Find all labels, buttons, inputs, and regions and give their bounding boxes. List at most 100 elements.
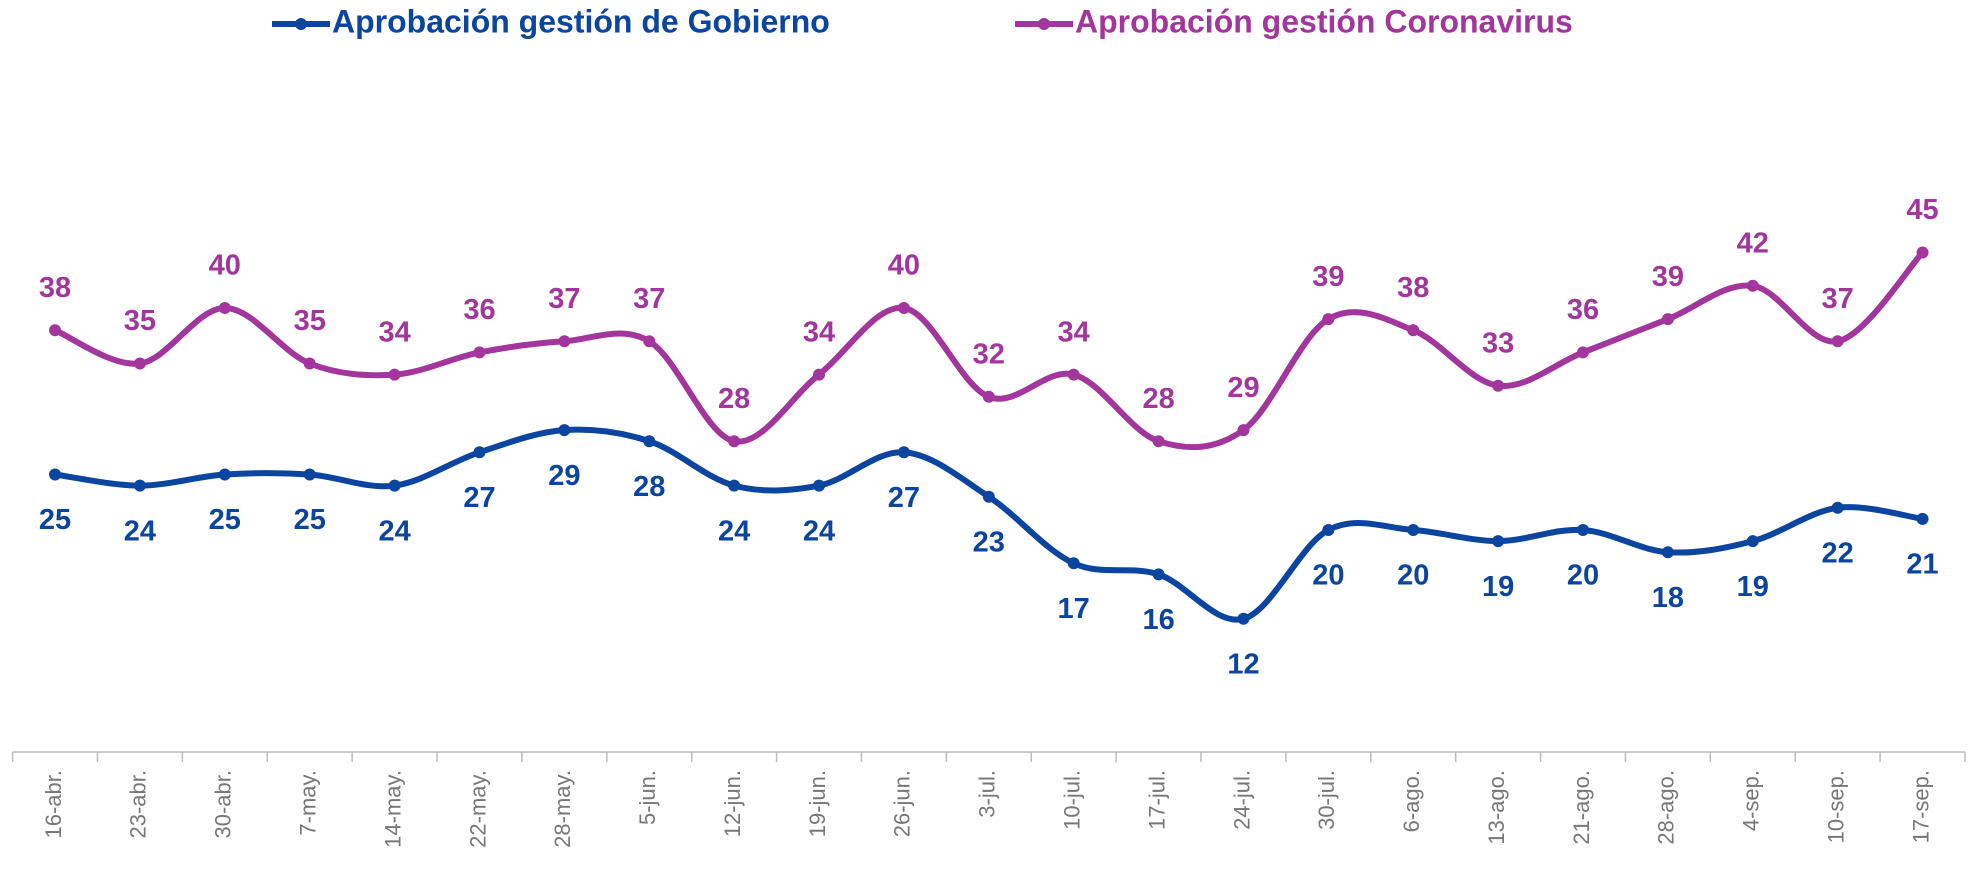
x-tick-label: 23-abr. (126, 770, 151, 839)
data-label: 42 (1737, 227, 1769, 259)
legend-dot (1038, 18, 1050, 30)
data-label: 20 (1567, 560, 1599, 592)
x-tick-label: 4-sep. (1739, 770, 1764, 831)
legend-label: Aprobación gestión Coronavirus (1075, 3, 1573, 39)
x-tick-label: 22-may. (465, 770, 490, 848)
data-point (218, 302, 231, 314)
data-label: 35 (124, 305, 156, 337)
data-label: 37 (1822, 283, 1854, 315)
data-label: 40 (888, 250, 920, 282)
data-point (303, 468, 316, 481)
data-label: 25 (209, 504, 241, 536)
x-tick-label: 21-ago. (1569, 770, 1594, 845)
data-point (1746, 279, 1759, 292)
x-tick-label: 12-jun. (720, 770, 745, 837)
data-label: 29 (1227, 372, 1259, 404)
data-label: 25 (39, 504, 71, 536)
data-point (303, 357, 316, 370)
data-label: 36 (1567, 294, 1599, 326)
data-label: 37 (633, 283, 665, 315)
legend-label: Aprobación gestión de Gobierno (332, 3, 830, 39)
data-point (813, 479, 826, 492)
x-tick-label: 13-ago. (1484, 770, 1509, 845)
data-point (1152, 568, 1165, 581)
x-tick-label: 28-may. (550, 770, 575, 848)
data-point (1492, 535, 1505, 548)
data-label: 19 (1482, 571, 1514, 603)
data-label: 28 (1142, 383, 1174, 415)
x-tick-label: 17-jul. (1144, 770, 1169, 830)
data-label: 34 (1058, 316, 1090, 348)
data-label: 24 (378, 515, 410, 547)
data-point (49, 468, 62, 481)
data-point (728, 435, 741, 448)
data-point (1322, 313, 1335, 326)
data-label: 21 (1906, 549, 1938, 581)
x-tick-label: 10-sep. (1823, 770, 1848, 843)
data-point (1661, 546, 1674, 559)
data-point (643, 435, 656, 448)
series-line (54, 426, 1924, 623)
data-label: 19 (1737, 571, 1769, 603)
data-point (1492, 379, 1505, 392)
data-point (558, 335, 571, 348)
data-point (388, 368, 401, 381)
x-tick-label: 6-ago. (1399, 770, 1424, 832)
x-tick-label: 30-abr. (211, 770, 236, 839)
data-point (218, 468, 231, 481)
data-point (1831, 501, 1844, 514)
data-point (1407, 524, 1420, 536)
data-label: 38 (1397, 272, 1429, 304)
data-point (473, 346, 486, 359)
data-label: 38 (39, 272, 71, 304)
data-point (1916, 512, 1929, 525)
x-tick-label: 24-jul. (1229, 770, 1254, 830)
data-label: 28 (718, 383, 750, 415)
data-point (1322, 524, 1335, 536)
data-point (1577, 524, 1590, 536)
data-label: 34 (803, 316, 835, 348)
x-tick-label: 5-jun. (635, 770, 660, 825)
data-point (133, 357, 146, 370)
x-tick-label: 10-jul. (1059, 770, 1084, 830)
data-label: 27 (463, 482, 495, 514)
data-label: 33 (1482, 327, 1514, 359)
data-label: 28 (633, 471, 665, 503)
data-point (1237, 612, 1250, 625)
data-label: 29 (548, 460, 580, 492)
x-tick-label: 19-jun. (805, 770, 830, 837)
legend-dot (295, 18, 307, 30)
x-tick-label: 7-may. (296, 770, 321, 836)
data-point (1831, 335, 1844, 348)
data-label: 45 (1906, 194, 1938, 226)
data-label: 39 (1652, 261, 1684, 293)
data-label: 34 (378, 316, 410, 348)
data-point (728, 479, 741, 492)
data-label: 25 (294, 504, 326, 536)
data-label: 16 (1142, 604, 1174, 636)
data-point (558, 424, 571, 437)
data-point (1237, 424, 1250, 437)
data-point (1661, 313, 1674, 326)
data-point (1152, 435, 1165, 448)
data-point (643, 335, 656, 348)
data-point (897, 446, 910, 459)
data-point (1067, 368, 1080, 381)
data-label: 24 (803, 515, 835, 547)
data-label: 20 (1397, 560, 1429, 592)
data-point (1746, 535, 1759, 548)
data-point (1407, 324, 1420, 337)
data-point (388, 479, 401, 492)
x-tick-label: 3-jul. (975, 770, 1000, 818)
x-tick-label: 30-jul. (1314, 770, 1339, 830)
data-label: 24 (718, 515, 750, 547)
data-point (1577, 346, 1590, 359)
data-label: 32 (973, 338, 1005, 370)
data-point (133, 479, 146, 492)
data-label: 23 (973, 526, 1005, 558)
data-label: 12 (1227, 648, 1259, 680)
data-label: 40 (209, 250, 241, 282)
x-tick-label: 26-jun. (890, 770, 915, 837)
data-label: 24 (124, 515, 156, 547)
